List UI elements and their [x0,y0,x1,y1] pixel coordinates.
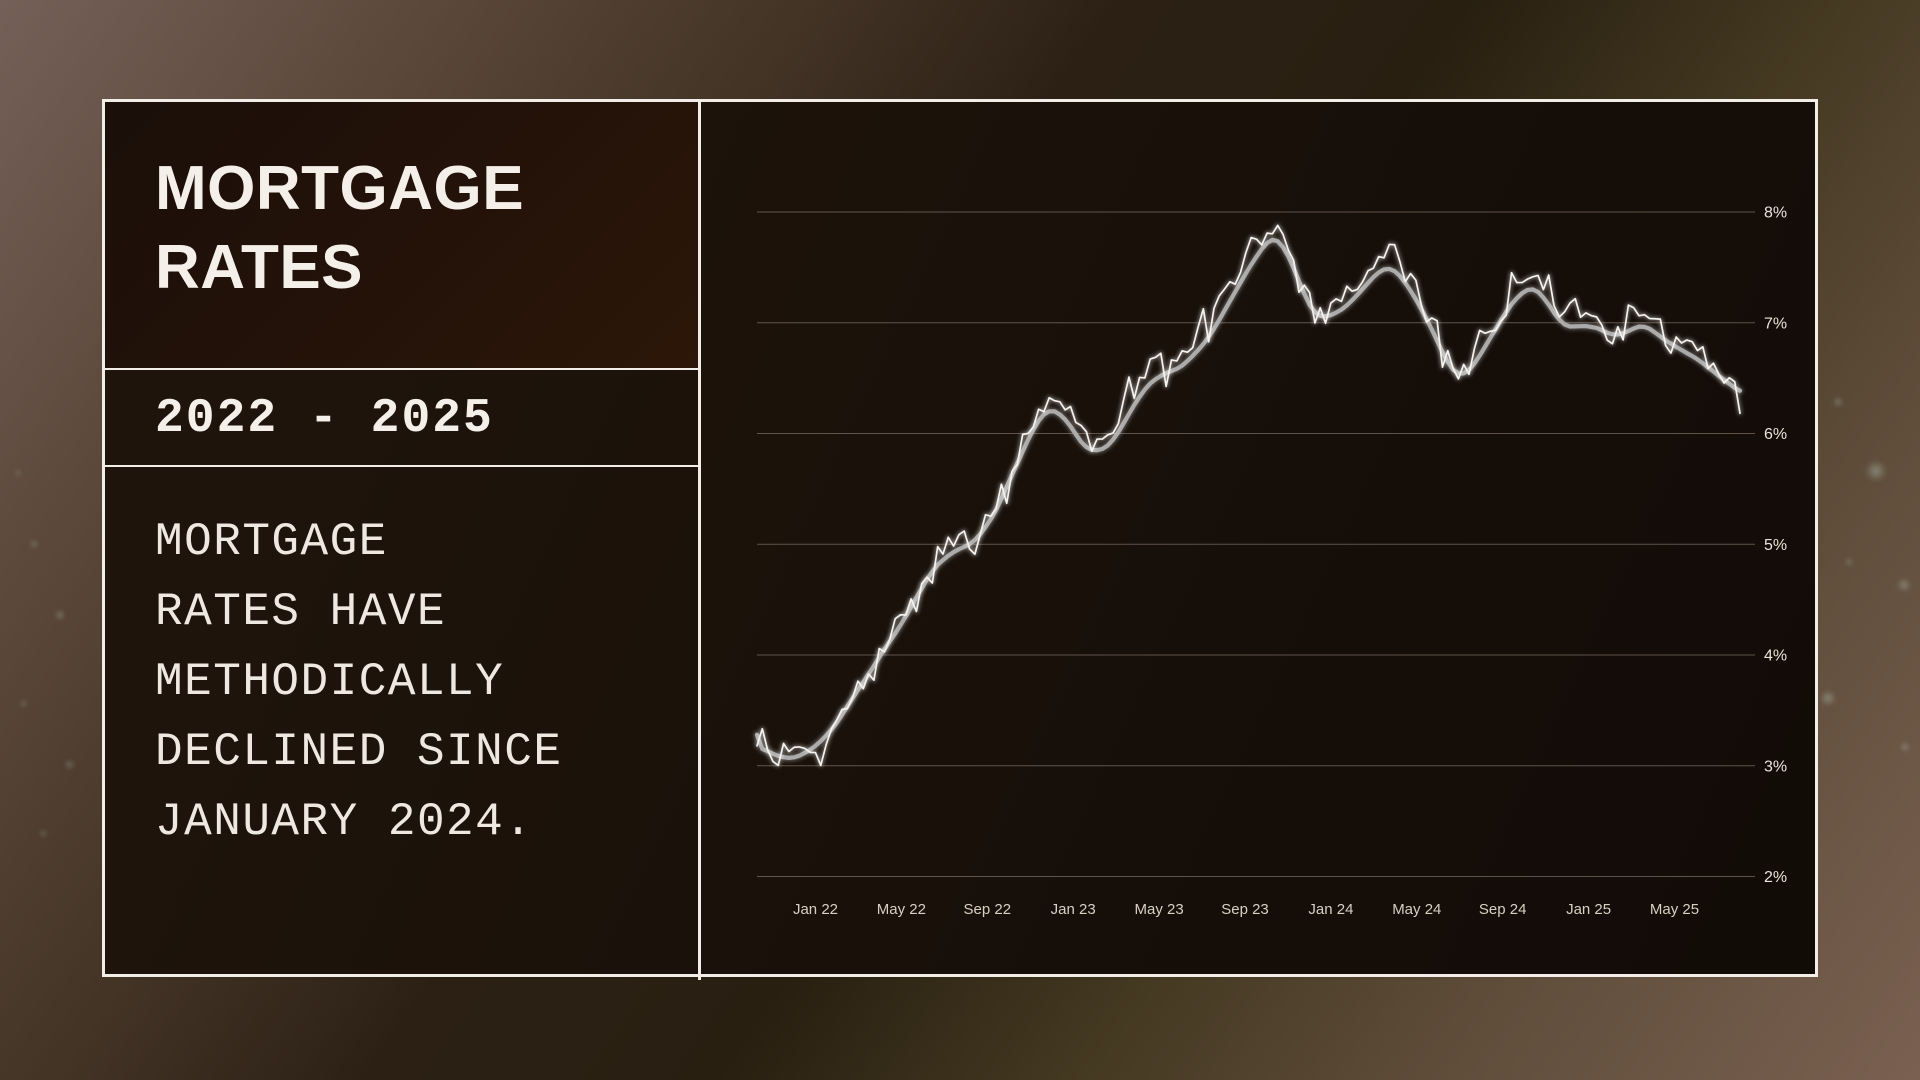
svg-text:May 25: May 25 [1650,901,1699,918]
svg-text:Sep 22: Sep 22 [964,901,1012,918]
svg-text:Sep 23: Sep 23 [1221,901,1269,918]
svg-text:Sep 24: Sep 24 [1479,901,1527,918]
svg-text:6%: 6% [1764,426,1787,443]
svg-text:4%: 4% [1764,648,1787,665]
svg-text:Jan 23: Jan 23 [1051,901,1096,918]
svg-text:May 22: May 22 [877,901,926,918]
svg-text:5%: 5% [1764,537,1787,554]
svg-text:Jan 25: Jan 25 [1566,901,1611,918]
svg-text:2%: 2% [1764,869,1787,886]
svg-text:Jan 24: Jan 24 [1308,901,1353,918]
svg-text:3%: 3% [1764,758,1787,775]
svg-text:8%: 8% [1764,205,1787,222]
svg-text:7%: 7% [1764,315,1787,332]
svg-text:May 24: May 24 [1392,901,1441,918]
svg-text:May 23: May 23 [1134,901,1183,918]
svg-text:Jan 22: Jan 22 [793,901,838,918]
